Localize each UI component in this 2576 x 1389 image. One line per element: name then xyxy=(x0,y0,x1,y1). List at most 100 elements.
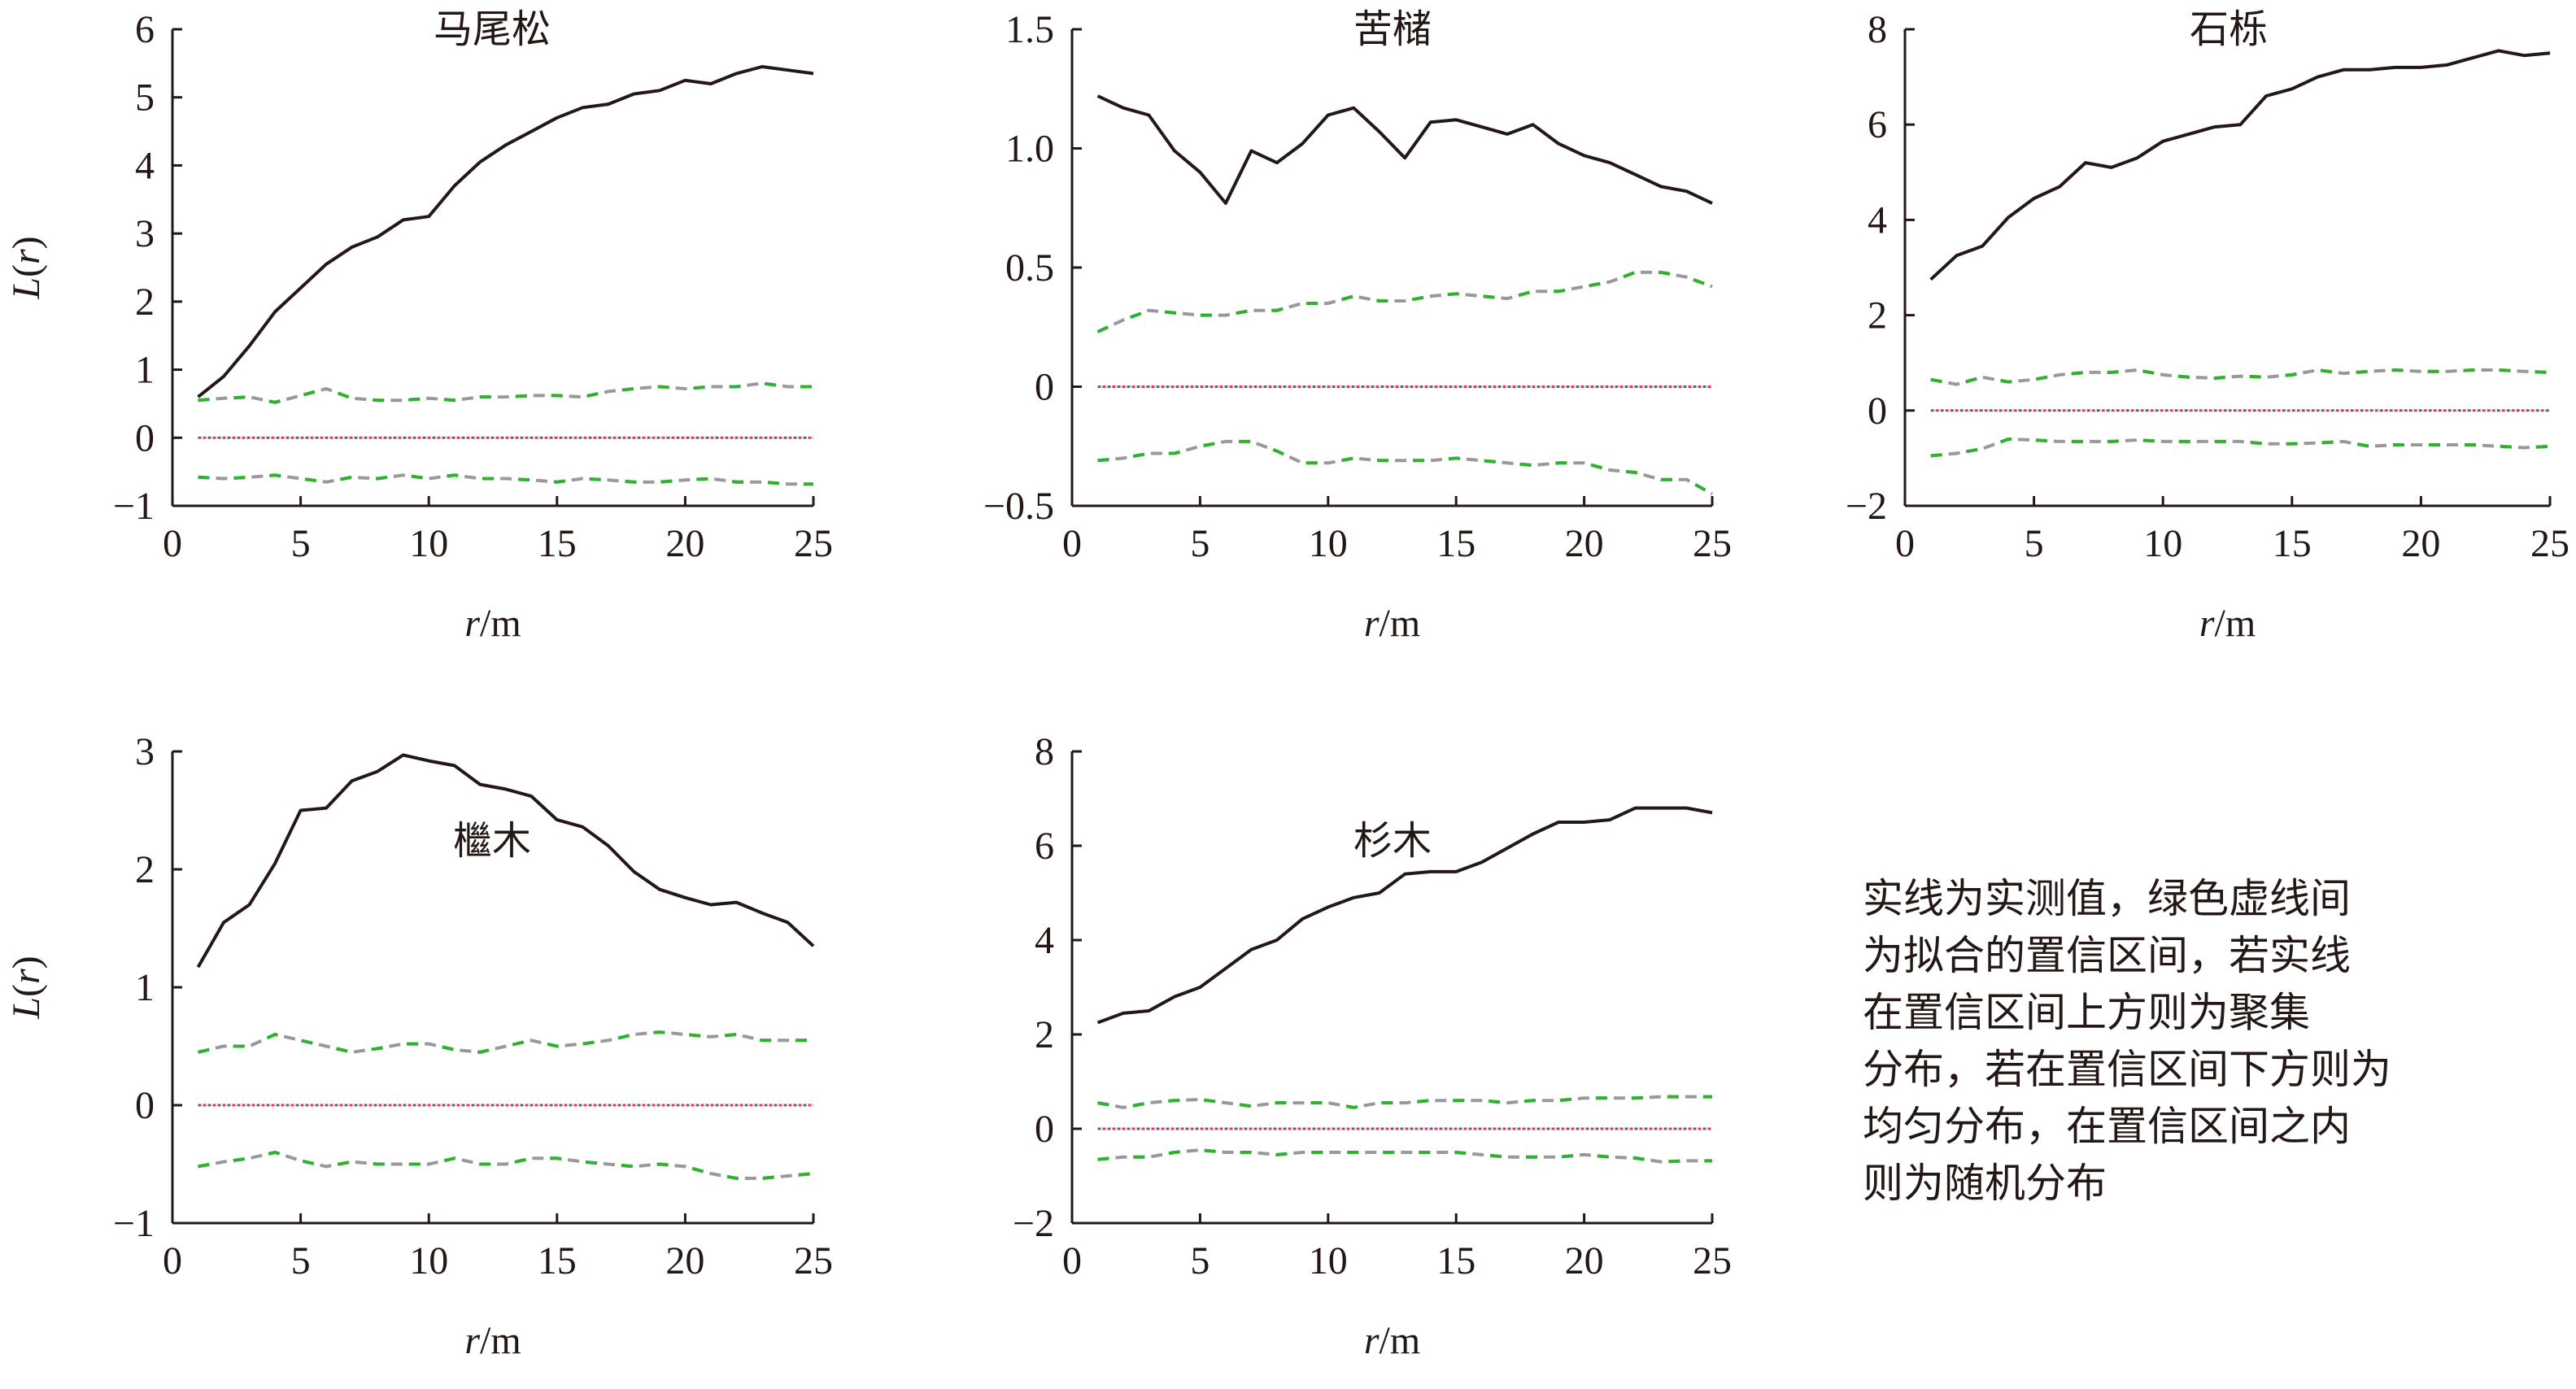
y-tick-label: 0 xyxy=(1035,1108,1054,1151)
panel-title: 檵木 xyxy=(453,818,531,864)
upper-envelope-line-accent xyxy=(198,1030,813,1054)
observed-line xyxy=(196,753,815,969)
x-tick-label: 25 xyxy=(1693,522,1732,565)
lower-envelope-line xyxy=(1097,1148,1712,1164)
x-tick-label: 15 xyxy=(1436,1239,1475,1282)
y-tick-label: 8 xyxy=(1035,730,1054,773)
y-tick-label: 4 xyxy=(1868,198,1887,242)
panel-title: 马尾松 xyxy=(434,7,551,52)
x-tick-label: 25 xyxy=(794,1239,833,1282)
panel-title: 石栎 xyxy=(2190,7,2268,52)
y-axis-title: L(r) xyxy=(5,956,48,1019)
y-tick-label: 2 xyxy=(1035,1013,1054,1056)
x-axis-title: r/m xyxy=(1364,602,1420,645)
lower-envelope-line xyxy=(198,473,813,486)
y-tick-label: 0 xyxy=(1868,390,1887,433)
y-tick-label: −2 xyxy=(1013,1202,1054,1245)
panel-title: 苦槠 xyxy=(1353,7,1432,52)
y-tick-label: 1 xyxy=(135,966,155,1009)
y-axis-title: L(r) xyxy=(5,236,48,299)
observed-line xyxy=(1096,94,1713,205)
observed-line xyxy=(1096,806,1713,1025)
lower-envelope-line xyxy=(1930,437,2551,458)
x-tick-label: 15 xyxy=(538,522,577,565)
upper-envelope-line xyxy=(198,381,813,404)
x-tick-label: 0 xyxy=(1062,522,1082,565)
y-tick-label: 3 xyxy=(135,730,155,773)
x-tick-label: 5 xyxy=(291,522,311,565)
y-tick-label: 4 xyxy=(1035,919,1054,962)
y-tick-label: 6 xyxy=(1035,825,1054,868)
x-axis-title: r/m xyxy=(464,1319,521,1362)
x-tick-label: 20 xyxy=(2401,522,2440,565)
upper-envelope-line xyxy=(198,1030,813,1054)
y-tick-label: 1.0 xyxy=(1005,128,1054,171)
panel-title: 杉木 xyxy=(1353,818,1432,864)
y-tick-label: 4 xyxy=(135,144,155,187)
x-tick-label: 0 xyxy=(163,1239,182,1282)
x-tick-label: 20 xyxy=(665,1239,704,1282)
observed-line xyxy=(1929,49,2551,281)
chart-panel-2: 0 5 10 15 20 25−0.500.51.01.5r/m苦槠 xyxy=(983,7,1732,645)
y-tick-label: 0 xyxy=(1035,366,1054,409)
y-tick-label: 0.5 xyxy=(1005,246,1054,290)
y-tick-label: −1 xyxy=(113,485,155,528)
x-tick-label: 10 xyxy=(409,1239,448,1282)
y-tick-label: 0 xyxy=(135,1084,155,1127)
x-axis-title: r/m xyxy=(1364,1319,1420,1362)
x-tick-label: 5 xyxy=(1190,522,1210,565)
legend-note: 实线为实测值，绿色虚线间 为拟合的置信区间，若实线 在置信区间上方则为聚集 分布… xyxy=(1863,870,2513,1212)
x-tick-label: 15 xyxy=(538,1239,577,1282)
lower-envelope-line xyxy=(198,1150,814,1180)
upper-envelope-line xyxy=(1930,368,2551,386)
x-tick-label: 25 xyxy=(1693,1239,1732,1282)
y-tick-label: 0 xyxy=(135,416,155,459)
y-tick-label: 3 xyxy=(135,212,155,255)
x-axis-title: r/m xyxy=(464,602,521,645)
y-tick-label: −2 xyxy=(1846,485,1887,528)
y-tick-label: 2 xyxy=(135,848,155,891)
x-tick-label: 0 xyxy=(1062,1239,1082,1282)
x-tick-label: 10 xyxy=(2143,522,2182,565)
y-tick-label: 1.5 xyxy=(1005,8,1054,51)
x-tick-label: 20 xyxy=(665,522,704,565)
x-tick-label: 15 xyxy=(2273,522,2312,565)
y-tick-label: 5 xyxy=(135,76,155,120)
x-tick-label: 5 xyxy=(1190,1239,1210,1282)
x-tick-label: 5 xyxy=(2025,522,2044,565)
x-tick-label: 25 xyxy=(2530,522,2569,565)
y-tick-label: 6 xyxy=(1868,103,1887,146)
x-tick-label: 25 xyxy=(794,522,833,565)
y-tick-label: 6 xyxy=(135,8,155,51)
upper-envelope-line xyxy=(1096,270,1713,333)
x-tick-label: 10 xyxy=(1309,522,1348,565)
x-tick-label: 0 xyxy=(1895,522,1915,565)
y-tick-label: 2 xyxy=(1868,294,1887,337)
note-line: 均匀分布，在置信区间之内 xyxy=(1863,1103,2351,1150)
x-tick-label: 5 xyxy=(291,1239,311,1282)
note-line: 实线为实测值，绿色虚线间 xyxy=(1863,875,2351,922)
note-line: 则为随机分布 xyxy=(1863,1160,2107,1207)
x-tick-label: 10 xyxy=(1309,1239,1348,1282)
x-tick-label: 0 xyxy=(163,522,182,565)
y-tick-label: 8 xyxy=(1868,8,1887,51)
note-line: 分布，若在置信区间下方则为 xyxy=(1863,1046,2391,1093)
y-tick-label: 2 xyxy=(135,281,155,324)
observed-line xyxy=(197,65,814,398)
note-line: 在置信区间上方则为聚集 xyxy=(1863,989,2310,1036)
lower-envelope-line xyxy=(1097,439,1713,496)
x-tick-label: 20 xyxy=(1565,1239,1604,1282)
x-tick-label: 20 xyxy=(1565,522,1604,565)
note-line: 为拟合的置信区间，若实线 xyxy=(1863,932,2351,979)
x-tick-label: 10 xyxy=(409,522,448,565)
y-tick-label: −1 xyxy=(113,1202,155,1245)
x-axis-title: r/m xyxy=(2199,602,2256,645)
y-tick-label: 1 xyxy=(135,349,155,392)
y-tick-label: −0.5 xyxy=(983,485,1054,528)
upper-envelope-line xyxy=(1097,1095,1712,1109)
